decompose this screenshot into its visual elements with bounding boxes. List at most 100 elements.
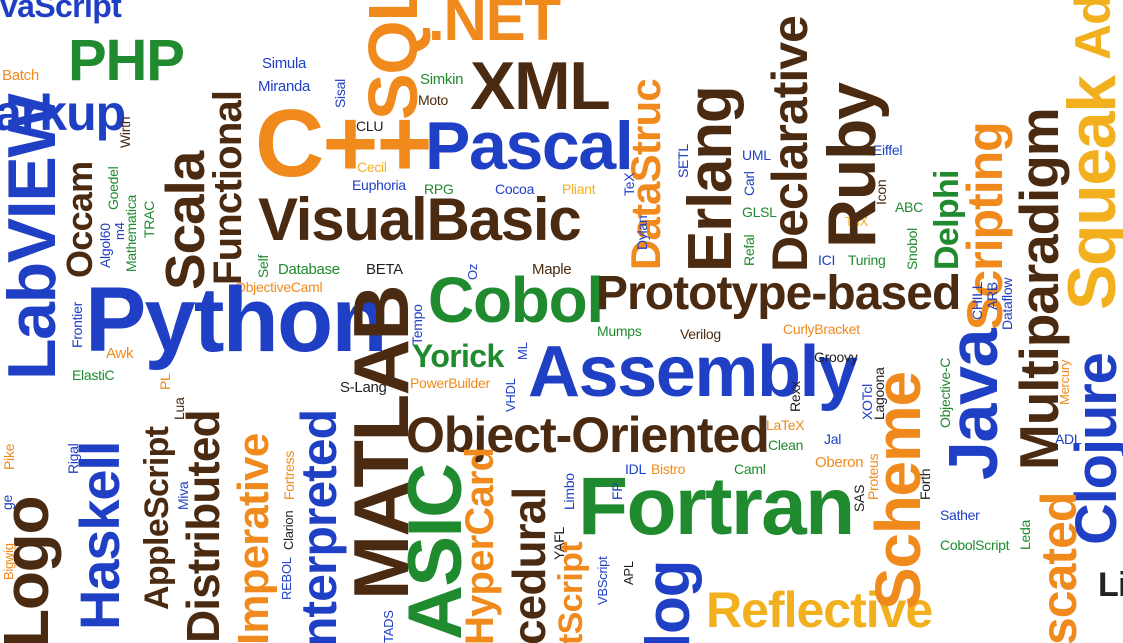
word-simkin: Simkin [420,71,464,88]
word-idl: IDL [625,461,646,477]
word-bistro: Bistro [651,461,686,477]
word-jal: Jal [824,431,842,447]
word-pike: Pike [1,443,17,470]
word-euphoria: Euphoria [352,177,406,193]
word-frontier: Frontier [69,302,85,348]
word-scala: Scala [154,151,216,290]
word-ml: ML [515,342,530,360]
word-caml: Caml [734,461,766,477]
word-rexx: Rexx [787,381,803,412]
word-hypercard: HyperCard [458,447,502,643]
word-refal: Refal [741,234,757,266]
word-database: Database [278,261,340,278]
word-cocoa: Cocoa [495,181,535,197]
word-cobol: Cobol [428,264,604,336]
word-slang: S-Lang [340,379,387,396]
word-maple: Maple [532,261,572,278]
word-leda: Leda [1017,519,1033,550]
word-fp: FP [609,482,625,500]
word-php: PHP [68,28,185,93]
word-objectivecaml: ObjectiveCaml [235,279,323,295]
word-eiffel: Eiffel [873,142,903,158]
word-carl: Carl [741,171,757,196]
word-squeak: Squeak [1054,76,1123,310]
word-bigwig: Bigwig [1,543,16,580]
word-xml: XML [470,48,611,124]
word-ici: ICI [818,252,836,268]
word-vascript: vaScript [0,0,122,24]
word-lis: Lis [1098,566,1123,604]
word-scheme: Scheme [862,372,934,610]
word-curlybracket: CurlyBracket [783,321,860,337]
word-abc: ABC [895,199,923,215]
word-tex: TeX [621,172,637,196]
word-occam: Occam [59,161,100,278]
word-markup: arkup [0,85,126,141]
word-limbo: Limbo [561,473,577,510]
word-prototype: Prototype-based [596,267,961,320]
word-trac: TRAC [141,201,157,238]
word-miranda: Miranda [258,78,311,95]
word-oz: Oz [465,263,480,280]
word-algol60: Algol60 [97,223,113,268]
word-glsl: GLSL [742,204,777,220]
word-beta: BETA [366,261,403,278]
word-oberon: Oberon [815,454,864,471]
word-simula: Simula [262,55,307,72]
word-mercury: Mercury [1057,359,1072,405]
word-mathematica: Mathematica [123,194,139,272]
word-vbscript: VBScript [595,556,610,606]
word-cplusplus: C++ [255,90,433,197]
word-erlang: Erlang [676,86,745,273]
word-labview: LabVIEW [0,94,70,380]
word-pliant: Pliant [562,181,596,197]
word-powerbuilder: PowerBuilder [410,375,490,391]
word-cobolscript: CobolScript [940,537,1010,553]
word-setl: SETL [675,144,691,178]
word-uml: UML [742,147,771,163]
word-sather: Sather [940,507,980,523]
word-cedural: cedural [503,487,555,643]
word-icon: Icon [873,179,889,205]
word-ada: Ada [1065,0,1121,60]
word-delphi: Delphi [928,170,966,270]
word-adl: ADL [1055,431,1082,447]
word-arb: ARB [984,282,1000,310]
word-net: .NET [428,0,561,53]
word-ruby: Ruby [814,83,890,248]
word-distributed: Distributed [177,410,229,643]
word-scated: scated [1031,492,1087,643]
word-objectivec: Objective-C [937,357,953,428]
word-clarion: Clarion [281,510,296,550]
word-cecil: Cecil [357,159,387,175]
word-mumps: Mumps [597,323,642,339]
word-t3x: T3X [845,214,869,229]
word-log: log [634,560,703,643]
word-wirth: Wirth [117,116,133,148]
word-snobol: Snobol [904,228,920,270]
word-awk: Awk [106,345,134,362]
word-clean: Clean [768,437,804,453]
word-imperative: Imperative [229,433,278,643]
word-interpreted: Interpreted [291,409,347,643]
word-assembly: Assembly [528,332,858,412]
word-dataflow: Dataflow [999,277,1015,330]
word-sas: SAS [851,484,867,512]
word-rpg: RPG [424,181,454,197]
word-visualbasic: VisualBasic [258,186,582,253]
word-clu: CLU [356,118,384,134]
word-objectoriented: Object-Oriented [406,407,770,463]
word-yafl: YAFL [551,527,567,560]
word-self: Self [255,254,271,278]
word-fortran: Fortran [578,461,855,552]
word-rebol: REBOL [279,557,294,600]
word-yorick: Yorick [412,338,504,374]
word-verilog: Verilog [680,326,721,342]
word-rigal: Rigal [65,443,81,474]
word-pascal: Pascal [425,108,634,184]
word-groovy: Groovy [814,349,858,365]
word-turing: Turing [848,252,886,268]
word-moto: Moto [418,92,449,108]
word-goedel: Goedel [105,166,121,210]
